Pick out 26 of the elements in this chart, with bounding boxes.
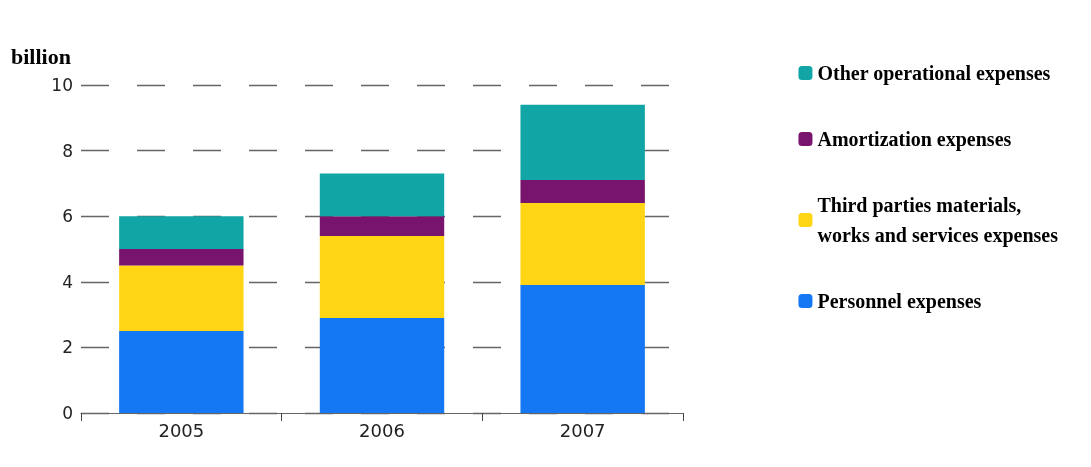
bar — [520, 203, 645, 286]
bar — [520, 285, 645, 413]
y-tick-label: 8 — [62, 140, 73, 161]
y-tick-label: 0 — [62, 403, 73, 423]
y-tick-label: 6 — [62, 206, 73, 227]
y-tick-label: 2 — [62, 337, 73, 358]
y-tick-label: 4 — [62, 271, 73, 292]
legend-label: Personnel expenses — [817, 290, 982, 313]
legend-label: Amortization expenses — [817, 128, 1012, 151]
bar — [119, 249, 244, 266]
bar — [520, 180, 645, 204]
bar — [319, 235, 445, 318]
x-tick-label: 2007 — [559, 419, 606, 441]
legend-label: Other operational expenses — [817, 62, 1051, 85]
x-tick-label: 2005 — [158, 419, 205, 441]
bar — [119, 331, 244, 413]
bar — [119, 216, 244, 249]
bar — [319, 173, 445, 217]
legend-label: Third parties materials, works and services expenses — [817, 194, 1059, 247]
y-axis-title: billion — [11, 43, 71, 69]
bar — [319, 216, 445, 236]
x-tick-label: 2006 — [359, 419, 405, 441]
bar — [319, 317, 445, 413]
bar — [119, 265, 244, 331]
y-tick-label: 10 — [51, 75, 73, 95]
bar — [520, 104, 645, 181]
